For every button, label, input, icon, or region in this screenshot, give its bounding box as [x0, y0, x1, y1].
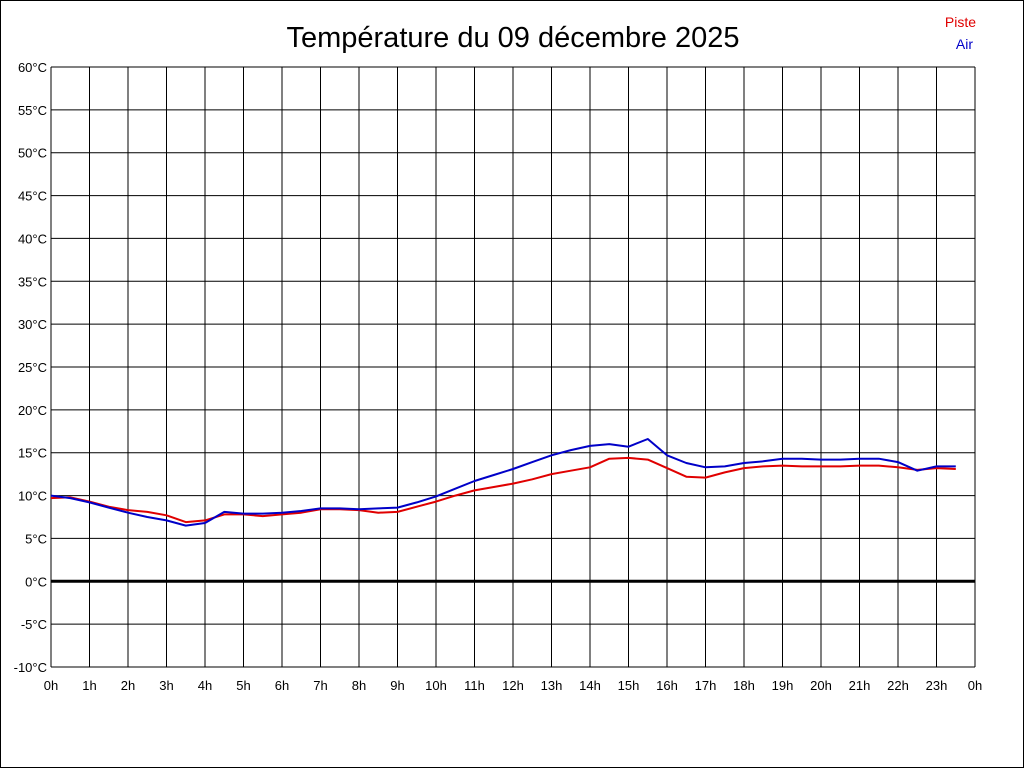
x-tick-label: 18h [733, 678, 755, 693]
x-tick-label: 2h [121, 678, 135, 693]
x-tick-label: 1h [82, 678, 96, 693]
x-tick-label: 12h [502, 678, 524, 693]
y-tick-label: 15°C [18, 446, 47, 461]
y-tick-label: 60°C [18, 60, 47, 75]
series-line-piste [50, 456, 956, 524]
y-tick-label: 55°C [18, 103, 47, 118]
x-tick-label: 19h [772, 678, 794, 693]
x-tick-label: 23h [926, 678, 948, 693]
y-tick-label: 0°C [25, 574, 47, 589]
y-tick-label: 35°C [18, 274, 47, 289]
x-tick-label: 0h [968, 678, 982, 693]
x-tick-label: 17h [695, 678, 717, 693]
x-tick-label: 8h [352, 678, 366, 693]
x-tick-label: 3h [159, 678, 173, 693]
y-tick-label: 45°C [18, 189, 47, 204]
y-tick-label: 40°C [18, 231, 47, 246]
x-tick-label: 11h [464, 678, 485, 693]
legend-piste: Piste [945, 14, 976, 30]
x-tick-label: 0h [44, 678, 58, 693]
chart-title: Température du 09 décembre 2025 [286, 22, 739, 54]
y-tick-label: 30°C [18, 317, 47, 332]
series-lines [50, 438, 956, 527]
x-tick-label: 14h [579, 678, 601, 693]
y-axis-labels: 60°C 55°C 50°C 45°C 40°C 35°C 30°C 25°C 20°C 15°C… [14, 60, 47, 675]
x-tick-label: 5h [236, 678, 250, 693]
y-tick-label: -5°C [21, 617, 47, 632]
x-axis-labels: 0h 1h 2h 3h 4h 5h 6h 7h 8h 9h 10h 11h 12h 13h 14h 15h 16… [44, 678, 982, 693]
x-tick-label: 4h [198, 678, 212, 693]
legend-air: Air [956, 36, 973, 52]
y-tick-label: 5°C [25, 531, 47, 546]
y-tick-label: 25°C [18, 360, 47, 375]
x-tick-label: 9h [390, 678, 404, 693]
x-tick-label: 21h [849, 678, 871, 693]
y-tick-label: 10°C [18, 489, 47, 504]
x-tick-label: 20h [810, 678, 832, 693]
x-tick-label: 6h [275, 678, 289, 693]
grid-lines [50, 66, 976, 668]
y-tick-label: -10°C [14, 660, 47, 675]
x-tick-label: 16h [656, 678, 678, 693]
x-tick-label: 7h [313, 678, 327, 693]
x-tick-label: 13h [541, 678, 563, 693]
y-tick-label: 20°C [18, 403, 47, 418]
x-tick-label: 15h [618, 678, 640, 693]
x-tick-label: 22h [887, 678, 909, 693]
y-tick-label: 50°C [18, 146, 47, 161]
series-line-air [50, 438, 956, 527]
x-tick-label: 10h [425, 678, 447, 693]
